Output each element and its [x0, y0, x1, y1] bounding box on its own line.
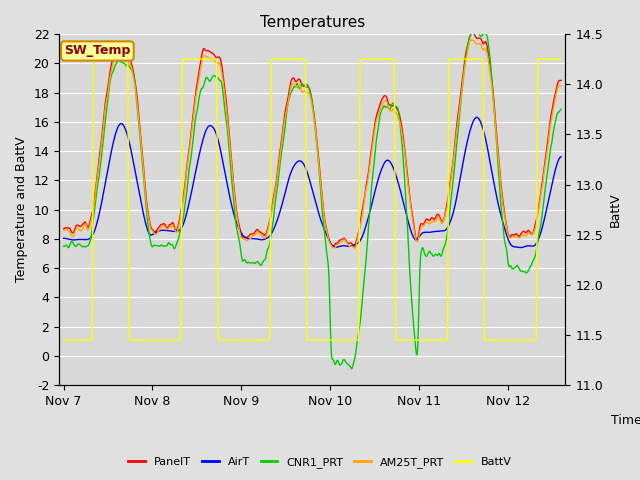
- Title: Temperatures: Temperatures: [260, 15, 365, 30]
- Legend: PanelT, AirT, CNR1_PRT, AM25T_PRT, BattV: PanelT, AirT, CNR1_PRT, AM25T_PRT, BattV: [124, 452, 516, 472]
- X-axis label: Time: Time: [611, 414, 640, 427]
- Text: SW_Temp: SW_Temp: [64, 45, 131, 58]
- Y-axis label: BattV: BattV: [609, 192, 621, 227]
- Y-axis label: Temperature and BattV: Temperature and BattV: [15, 137, 28, 282]
